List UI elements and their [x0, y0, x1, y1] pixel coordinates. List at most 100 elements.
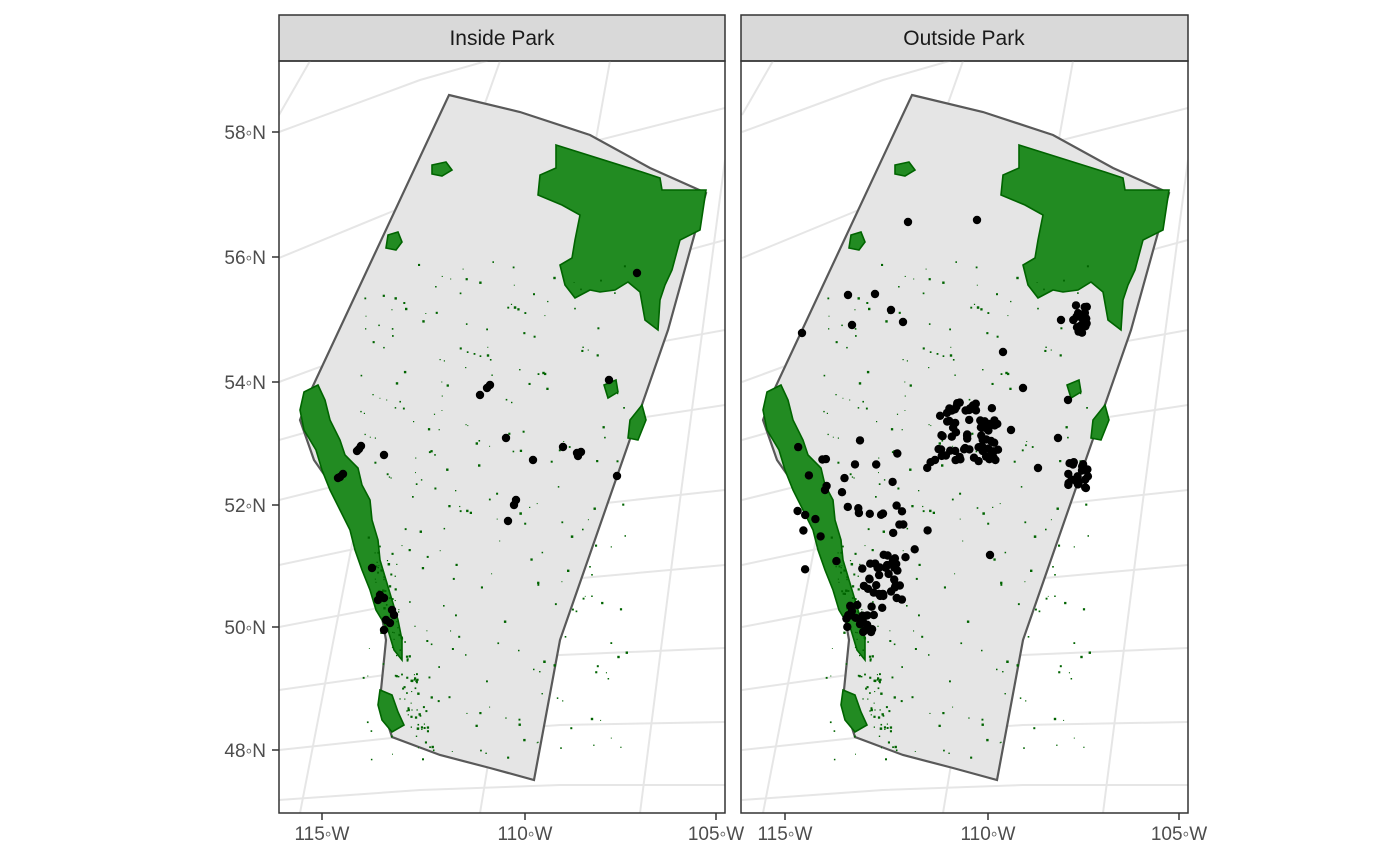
- park-fragment: [1083, 746, 1085, 748]
- park-fragment: [842, 592, 845, 595]
- park-fragment: [860, 675, 863, 678]
- park-fragment: [539, 671, 541, 673]
- park-fragment: [430, 696, 433, 699]
- park-fragment: [441, 275, 443, 277]
- park-fragment: [489, 359, 492, 361]
- park-fragment: [1082, 608, 1086, 611]
- park-fragment: [980, 308, 983, 311]
- park-fragment: [372, 394, 374, 396]
- panel-border: [740, 60, 1189, 814]
- park-fragment: [966, 620, 970, 623]
- park-fragment: [1086, 265, 1089, 268]
- park-fragment: [459, 505, 461, 508]
- park-fragment: [417, 747, 419, 749]
- park-fragment: [475, 724, 478, 727]
- park-fragment: [411, 691, 413, 693]
- park-fragment: [533, 293, 535, 296]
- park-fragment: [451, 751, 453, 752]
- park-fragment: [426, 555, 429, 558]
- park-fragment: [941, 464, 944, 467]
- park-fragment: [378, 324, 380, 327]
- park-fragment: [928, 323, 931, 325]
- park-fragment: [1043, 288, 1045, 291]
- park-fragment: [390, 477, 392, 479]
- observation-point: [923, 526, 932, 535]
- park-fragment: [518, 718, 521, 721]
- park-fragment: [870, 708, 873, 712]
- park-fragment: [854, 646, 857, 648]
- park-fragment: [878, 457, 880, 459]
- park-fragment: [420, 726, 423, 729]
- park-fragment: [959, 518, 961, 520]
- observation-point: [794, 442, 803, 452]
- park-fragment: [370, 730, 373, 732]
- park-fragment: [895, 749, 898, 752]
- park-fragment: [874, 679, 877, 683]
- park-fragment: [1006, 660, 1009, 663]
- park-fragment: [424, 741, 427, 744]
- park-fragment: [466, 712, 468, 714]
- park-fragment: [543, 660, 546, 663]
- park-fragment: [1088, 651, 1091, 654]
- park-fragment: [862, 649, 865, 651]
- x-tick-105w: 105◦W: [688, 813, 744, 845]
- observation-point: [965, 415, 974, 425]
- park-polygon: [627, 403, 647, 441]
- park-fragment: [942, 712, 945, 715]
- park-fragment: [898, 311, 901, 314]
- park-fragment: [413, 674, 415, 676]
- park-fragment: [938, 442, 941, 445]
- observation-point: [971, 399, 980, 408]
- observation-point: [379, 450, 389, 460]
- park-fragment: [394, 575, 396, 577]
- park-fragment: [396, 621, 398, 623]
- x-axis-right: 115◦W 110◦W 105◦W: [758, 813, 1207, 845]
- park-fragment: [563, 441, 565, 442]
- park-fragment: [970, 306, 973, 309]
- park-fragment: [377, 571, 379, 574]
- park-fragment: [875, 496, 877, 498]
- park-fragment: [1064, 601, 1067, 605]
- park-fragment: [835, 394, 837, 396]
- park-fragment: [518, 723, 521, 726]
- park-fragment: [374, 437, 376, 439]
- park-fragment: [867, 641, 869, 643]
- strip-title-outside-park: Outside Park: [903, 27, 1025, 50]
- park-fragment: [951, 498, 954, 501]
- park-fragment: [404, 528, 407, 531]
- park-fragment: [364, 433, 366, 436]
- park-fragment: [582, 346, 584, 348]
- park-fragment: [512, 266, 515, 269]
- park-fragment: [986, 738, 989, 742]
- park-fragment: [480, 749, 482, 752]
- park-fragment: [867, 528, 870, 531]
- park-fragment: [853, 735, 856, 738]
- park-fragment: [973, 303, 976, 305]
- observation-point: [816, 532, 825, 541]
- park-fragment: [872, 601, 874, 603]
- observation-point: [1072, 312, 1081, 321]
- observation-point: [998, 347, 1008, 357]
- park-fragment: [1007, 372, 1010, 376]
- park-fragment: [904, 275, 906, 277]
- park-fragment: [386, 560, 389, 562]
- park-fragment: [863, 636, 866, 639]
- park-fragment: [400, 636, 403, 639]
- observation-point: [898, 317, 908, 327]
- park-fragment: [379, 545, 381, 548]
- park-fragment: [859, 654, 861, 657]
- park-fragment: [382, 294, 385, 297]
- park-fragment: [387, 563, 391, 566]
- park-fragment: [999, 503, 1001, 505]
- y-tick-label: 50◦N: [224, 618, 266, 639]
- park-fragment: [1013, 460, 1016, 463]
- park-fragment: [833, 758, 836, 761]
- park-fragment: [889, 640, 892, 642]
- park-fragment: [854, 598, 857, 600]
- park-fragment: [876, 421, 878, 423]
- park-fragment: [369, 436, 371, 438]
- park-fragment: [929, 712, 931, 714]
- park-fragment: [422, 320, 425, 323]
- observation-point: [879, 550, 888, 559]
